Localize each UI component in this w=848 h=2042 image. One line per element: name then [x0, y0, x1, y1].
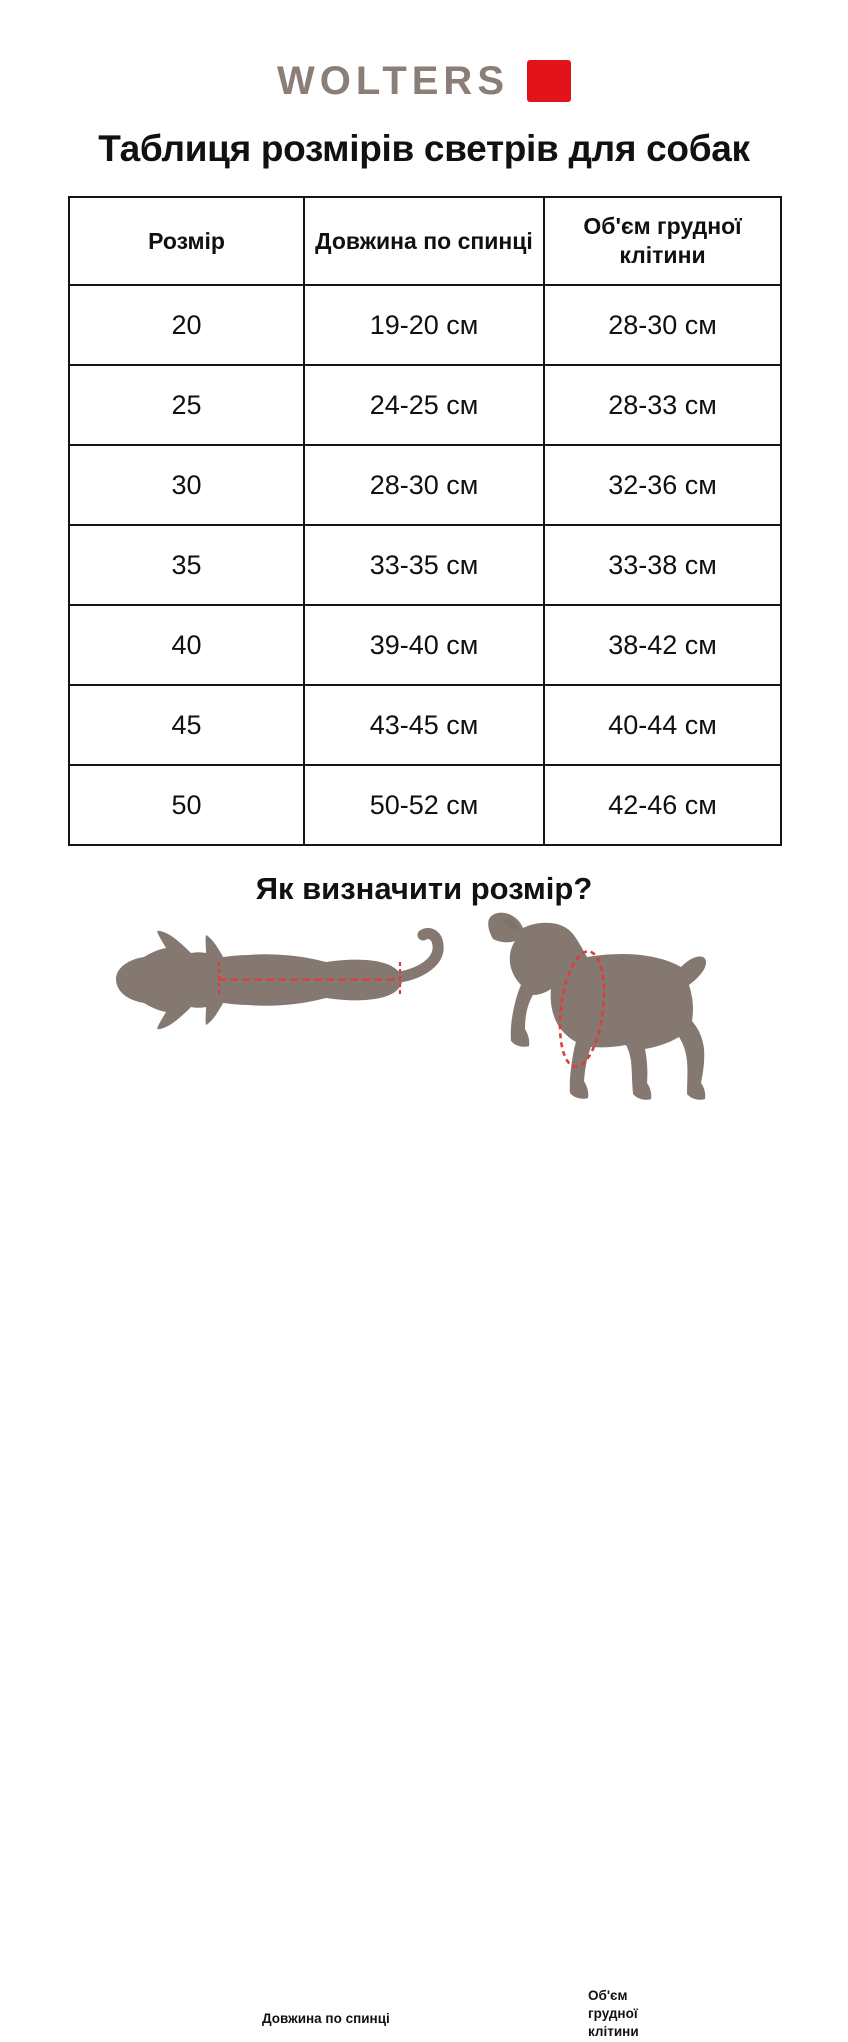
caption-chest-line1: Об'єм — [588, 1988, 628, 2003]
size-table-container: Розмір Довжина по спинці Об'єм грудної к… — [68, 196, 782, 846]
dog-top-view-silhouette-icon — [100, 919, 460, 1044]
cell-back-length: 33-35 см — [303, 524, 545, 606]
caption-chest-line3: клітини — [588, 2024, 639, 2040]
caption-chest-line2: грудної — [588, 2006, 638, 2022]
cell-back-length: 50-52 см — [303, 764, 545, 846]
size-table: Розмір Довжина по спинці Об'єм грудної к… — [68, 196, 782, 846]
table-header-row: Розмір Довжина по спинці Об'єм грудної к… — [68, 196, 782, 286]
column-header-chest: Об'єм грудної клітини — [543, 196, 782, 286]
caption-chest-girth: Об'єм грудної клітини — [588, 1987, 639, 2042]
table-row: 30 28-30 см 32-36 см — [68, 444, 782, 526]
cell-back-length: 24-25 см — [303, 364, 545, 446]
cell-size: 25 — [68, 364, 305, 446]
cell-back-length: 28-30 см — [303, 444, 545, 526]
cell-chest: 38-42 см — [543, 604, 782, 686]
cell-back-length: 19-20 см — [303, 284, 545, 366]
table-body: 20 19-20 см 28-30 см 25 24-25 см 28-33 с… — [68, 284, 782, 846]
cell-size: 35 — [68, 524, 305, 606]
cell-chest: 28-33 см — [543, 364, 782, 446]
column-header-size: Розмір — [68, 196, 305, 286]
column-header-back-length: Довжина по спинці — [303, 196, 545, 286]
measurement-illustrations: Довжина по спинці Об'єм грудної клітини — [0, 912, 848, 2039]
table-row: 45 43-45 см 40-44 см — [68, 684, 782, 766]
table-row: 20 19-20 см 28-30 см — [68, 284, 782, 366]
cell-chest: 40-44 см — [543, 684, 782, 766]
red-square-logo-mark-icon — [527, 60, 571, 102]
table-row: 50 50-52 см 42-46 см — [68, 764, 782, 846]
brand-logo: WOLTERS — [0, 0, 848, 102]
cell-size: 50 — [68, 764, 305, 846]
cell-size: 40 — [68, 604, 305, 686]
cell-back-length: 43-45 см — [303, 684, 545, 766]
cell-size: 30 — [68, 444, 305, 526]
table-header: Розмір Довжина по спинці Об'єм грудної к… — [68, 196, 782, 286]
brand-wordmark: WOLTERS — [276, 59, 509, 103]
cell-size: 45 — [68, 684, 305, 766]
table-row: 35 33-35 см 33-38 см — [68, 524, 782, 606]
cell-chest: 32-36 см — [543, 444, 782, 526]
caption-back-length: Довжина по спинці — [262, 2011, 390, 2026]
table-row: 40 39-40 см 38-42 см — [68, 604, 782, 686]
how-to-measure-title: Як визначити розмір? — [255, 871, 593, 906]
cell-back-length: 39-40 см — [303, 604, 545, 686]
cell-size: 20 — [68, 284, 305, 366]
cell-chest: 33-38 см — [543, 524, 782, 606]
cell-chest: 28-30 см — [543, 284, 782, 366]
page-title: Таблиця розмірів светрів для собак — [98, 128, 750, 169]
cell-chest: 42-46 см — [543, 764, 782, 846]
table-row: 25 24-25 см 28-33 см — [68, 364, 782, 446]
dog-side-view-silhouette-icon — [455, 897, 745, 1132]
